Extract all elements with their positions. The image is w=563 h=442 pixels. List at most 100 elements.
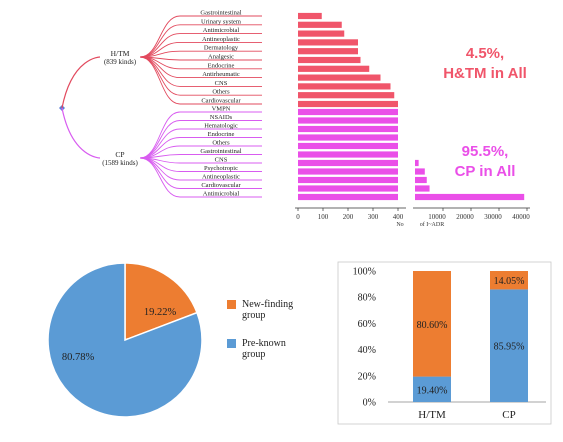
- stacked-bar-chart: 0% 20% 40% 60% 80% 100% 19.40% 80.60% H/TM 85.95%…: [337, 261, 552, 425]
- y-tick-label: 0%: [363, 398, 376, 409]
- x-tick-label: 10000: [428, 213, 446, 221]
- tree-edge: [139, 41, 181, 58]
- tree-edge: [139, 56, 181, 87]
- chart-frame: [337, 261, 552, 425]
- tree-leaf-antimicrobial: Antimicrobial: [203, 27, 240, 34]
- tree-edge: [139, 128, 181, 159]
- pie-slice-pre-known-group: [47, 262, 203, 418]
- tree-leaf-others: Others: [212, 140, 230, 147]
- tree-leaf-cns: CNS: [215, 157, 228, 164]
- tree-leaf-antineoplastic: Antineoplastic: [202, 174, 240, 181]
- bar-cp-right-cns: [415, 159, 419, 167]
- stack-bar-h-tm-seg-0: [413, 376, 451, 402]
- x-tick-label: 200: [343, 213, 354, 221]
- tree-leaf-antineoplastic: Antineoplastic: [202, 36, 240, 43]
- tree-leaf-cardiovascular: Cardiovascular: [201, 98, 241, 105]
- tree-leaf-analgesic: Analgesic: [208, 54, 234, 61]
- annotation-cp-text: CP in All: [455, 163, 516, 180]
- annotation-htm-percent: 4.5%,: [466, 45, 504, 62]
- bar-cp-right-antineoplastic: [415, 176, 427, 184]
- tree-leaf-endocrine: Endocrine: [208, 62, 235, 69]
- bar-cp-cns: [298, 159, 398, 167]
- tree-branch-cp: [61, 107, 101, 159]
- tree-edge: [139, 157, 181, 198]
- legend-label-new-finding-group: New-finding: [242, 299, 293, 310]
- bar-htm-cns: [298, 83, 391, 90]
- tree-group-label-cp: CP: [115, 150, 124, 159]
- bar-cp-psychotropic: [298, 168, 398, 175]
- tree-leaf-hematologic: Hematologic: [204, 123, 238, 130]
- x-tick-label: 400: [393, 213, 404, 221]
- stack-bar-cp-seg-0: [490, 289, 528, 402]
- tree-leaf-dermatology: Dermatology: [204, 45, 239, 52]
- bar-htm-antimicrobial: [298, 30, 345, 37]
- tree-leaf-cardiovascular: Cardiovascular: [201, 182, 241, 189]
- tree-leaf-antirheumatic: Antirheumatic: [202, 71, 240, 78]
- tree-leaf-cns: CNS: [215, 80, 228, 87]
- bar-htm-cardiovascular: [298, 100, 398, 108]
- bar-htm-urinary-system: [298, 21, 342, 28]
- y-tick-label: 100%: [353, 267, 376, 278]
- x-axis-label-left: No: [396, 222, 403, 228]
- annotation-htm-text: H&TM in All: [443, 65, 527, 82]
- stack-label-cp-seg-0: 85.95%: [494, 342, 525, 353]
- legend-label-pre-known-group-line2: group: [242, 349, 265, 360]
- bar-cp-vmpn: [298, 108, 398, 116]
- stack-label-h-tm-seg-1: 80.60%: [417, 320, 448, 331]
- x-axis-label-right: of I~ADR: [420, 221, 444, 228]
- bar-htm-analgesic: [298, 56, 361, 64]
- bar-cp-right-antimicrobial: [415, 193, 525, 201]
- legend-swatch-new-finding-group: [227, 300, 236, 309]
- legend-label-new-finding-group-line2: group: [242, 310, 265, 321]
- tree-edge: [139, 15, 181, 58]
- bar-cp-gastrointestinal: [298, 151, 398, 158]
- bar-cp-right-psychotropic: [415, 168, 425, 175]
- legend-swatch-pre-known-group: [227, 339, 236, 348]
- tree-leaf-antimicrobial: Antimicrobial: [203, 191, 240, 198]
- tree-group-kinds-h-tm: (839 kinds): [104, 58, 137, 66]
- x-tick-label: 40000: [512, 213, 530, 221]
- annotation-cp-percent: 95.5%,: [462, 143, 509, 160]
- y-tick-label: 40%: [358, 345, 376, 356]
- bar-htm-others: [298, 92, 395, 99]
- x-tick-label-cp: CP: [502, 409, 515, 421]
- tree-edge: [139, 56, 181, 105]
- pie-slice-label-pre-known-group: 80.78%: [62, 352, 95, 363]
- pie-slice-label-new-finding-group: 19.22%: [144, 307, 177, 318]
- bar-chart-counts: 0 100 200 300 400 10000 20000 30000 40000 No of I~…: [295, 12, 530, 228]
- pie-slice-new-finding-group: [124, 262, 198, 342]
- bar-cp-endocrine: [298, 134, 398, 141]
- bar-cp-others: [298, 142, 398, 150]
- bar-cp-cardiovascular: [298, 185, 398, 192]
- tree-group-label-h-tm: H/TM: [111, 49, 130, 58]
- x-tick-label: 30000: [484, 213, 502, 221]
- x-tick-label: 100: [318, 213, 329, 221]
- stack-bar-cp-seg-1: [490, 271, 528, 290]
- stack-label-h-tm-seg-0: 19.40%: [417, 385, 448, 396]
- tree-leaf-gastrointestinal: Gastrointestinal: [200, 148, 241, 155]
- stack-bar-h-tm-seg-1: [413, 271, 451, 377]
- bar-cp-right-cardiovascular: [415, 185, 430, 192]
- bar-cp-hematologic: [298, 125, 398, 133]
- bar-htm-dermatology: [298, 48, 358, 55]
- y-tick-label: 20%: [358, 371, 376, 382]
- tree-leaf-others: Others: [212, 89, 230, 96]
- x-tick-label: 0: [296, 213, 300, 221]
- category-tree: H/TM(839 kinds) Gastrointestinal Urinary s…: [59, 10, 262, 198]
- tree-group-kinds-cp: (1589 kinds): [102, 159, 138, 167]
- y-tick-label: 80%: [358, 293, 376, 304]
- bar-cp-antimicrobial: [298, 193, 398, 201]
- legend-label-pre-known-group: Pre-known: [242, 338, 286, 349]
- stack-label-cp-seg-1: 14.05%: [494, 276, 525, 287]
- x-tick-label: 20000: [456, 213, 474, 221]
- bar-cp-antineoplastic: [298, 176, 398, 184]
- tree-leaf-endocrine: Endocrine: [208, 131, 235, 138]
- x-tick-label: 300: [368, 213, 379, 221]
- tree-edge: [139, 111, 181, 159]
- bar-htm-antirheumatic: [298, 74, 381, 81]
- tree-leaf-urinary-system: Urinary system: [201, 18, 241, 25]
- y-tick-label: 60%: [358, 319, 376, 330]
- bar-cp-nsaids: [298, 117, 398, 124]
